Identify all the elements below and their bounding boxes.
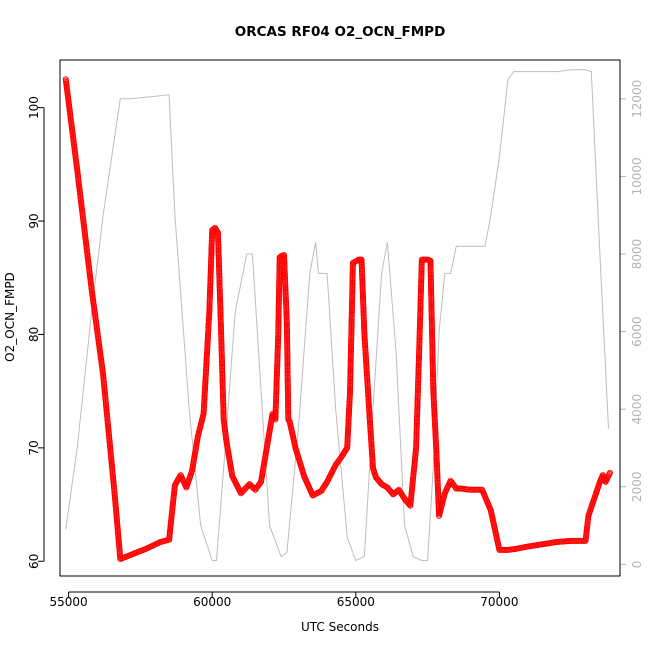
y-axis-label: O2_OCN_FMPD xyxy=(3,272,17,362)
x-tick-label: 70000 xyxy=(480,595,518,609)
chart-title: ORCAS RF04 O2_OCN_FMPD xyxy=(235,24,446,40)
y2-tick-label: 2000 xyxy=(630,472,644,503)
data-point xyxy=(245,482,252,489)
primary-series xyxy=(62,76,613,562)
x-tick-label: 55000 xyxy=(50,595,88,609)
x-tick-label: 65000 xyxy=(337,595,375,609)
y2-tick-label: 8000 xyxy=(630,239,644,270)
y-tick-label: 60 xyxy=(27,554,41,569)
y2-tick-label: 6000 xyxy=(630,316,644,347)
y-tick-label: 90 xyxy=(27,213,41,228)
y-tick-label: 100 xyxy=(27,96,41,119)
y2-tick-label: 4000 xyxy=(630,394,644,425)
x-axis-label: UTC Seconds xyxy=(301,620,379,634)
x-tick-label: 60000 xyxy=(193,595,231,609)
axes: 55000 60000 65000 70000 60 70 80 90 100 0 2000 4000… xyxy=(27,80,644,609)
secondary-series-line xyxy=(65,69,609,562)
data-point xyxy=(606,469,613,476)
y2-tick-label: 12000 xyxy=(630,80,644,118)
y2-tick-label: 10000 xyxy=(630,157,644,195)
plot-frame xyxy=(59,59,621,577)
y-tick-label: 70 xyxy=(27,440,41,455)
y-tick-label: 80 xyxy=(27,327,41,342)
primary-series-line xyxy=(65,79,611,560)
y2-tick-label: 0 xyxy=(630,561,644,569)
data-point xyxy=(250,484,257,491)
secondary-series xyxy=(65,69,609,562)
